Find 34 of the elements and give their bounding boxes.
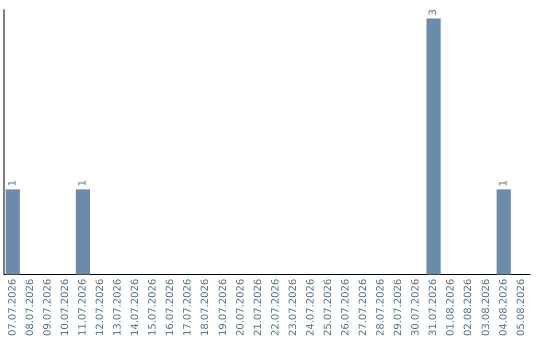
data-label: 1 [77,180,88,186]
x-tick-label: 07.07.2026 [7,278,18,336]
x-tick-label: 25.07.2026 [322,278,334,336]
x-tick-label: 20.07.2026 [235,278,246,336]
x-tick-label: 21.07.2026 [252,278,264,336]
x-tick-label: 17.07.2026 [182,278,194,336]
x-tick-label: 08.07.2026 [24,278,36,336]
x-tick-label: 23.07.2026 [288,278,299,336]
x-tick-label: 12.07.2026 [95,278,106,336]
x-tick-label: 29.07.2026 [393,278,404,336]
x-tick-label: 10.07.2026 [60,278,71,336]
x-tick-label: 15.07.2026 [148,278,159,336]
x-tick-label: 16.07.2026 [165,278,176,336]
x-tick-label: 05.08.2026 [516,278,527,336]
x-tick-label: 28.07.2026 [376,278,387,336]
x-tick-label: 14.07.2026 [130,278,142,336]
x-tick-label: 09.07.2026 [42,278,54,336]
data-label: 1 [7,180,18,186]
x-tick-label: 18.07.2026 [200,278,212,336]
x-tick-label: 11.07.2026 [77,278,88,336]
data-label: 3 [428,9,440,16]
x-tick-label: 27.07.2026 [358,278,370,336]
x-tick-label: 24.07.2026 [305,278,316,336]
x-tick-label: 04.08.2026 [498,278,510,336]
x-tick-label: 03.08.2026 [480,278,492,336]
x-tick-label: 26.07.2026 [340,278,352,336]
x-tick-label: 02.08.2026 [463,278,474,336]
data-label: 1 [498,180,510,186]
x-tick-label: 19.07.2026 [218,278,229,336]
x-tick-label: 31.07.2026 [428,278,440,336]
x-tick-label: 01.08.2026 [446,278,457,336]
x-tick-label: 30.07.2026 [410,278,422,336]
x-tick-label: 22.07.2026 [270,278,282,336]
x-tick-label: 13.07.2026 [112,278,124,336]
